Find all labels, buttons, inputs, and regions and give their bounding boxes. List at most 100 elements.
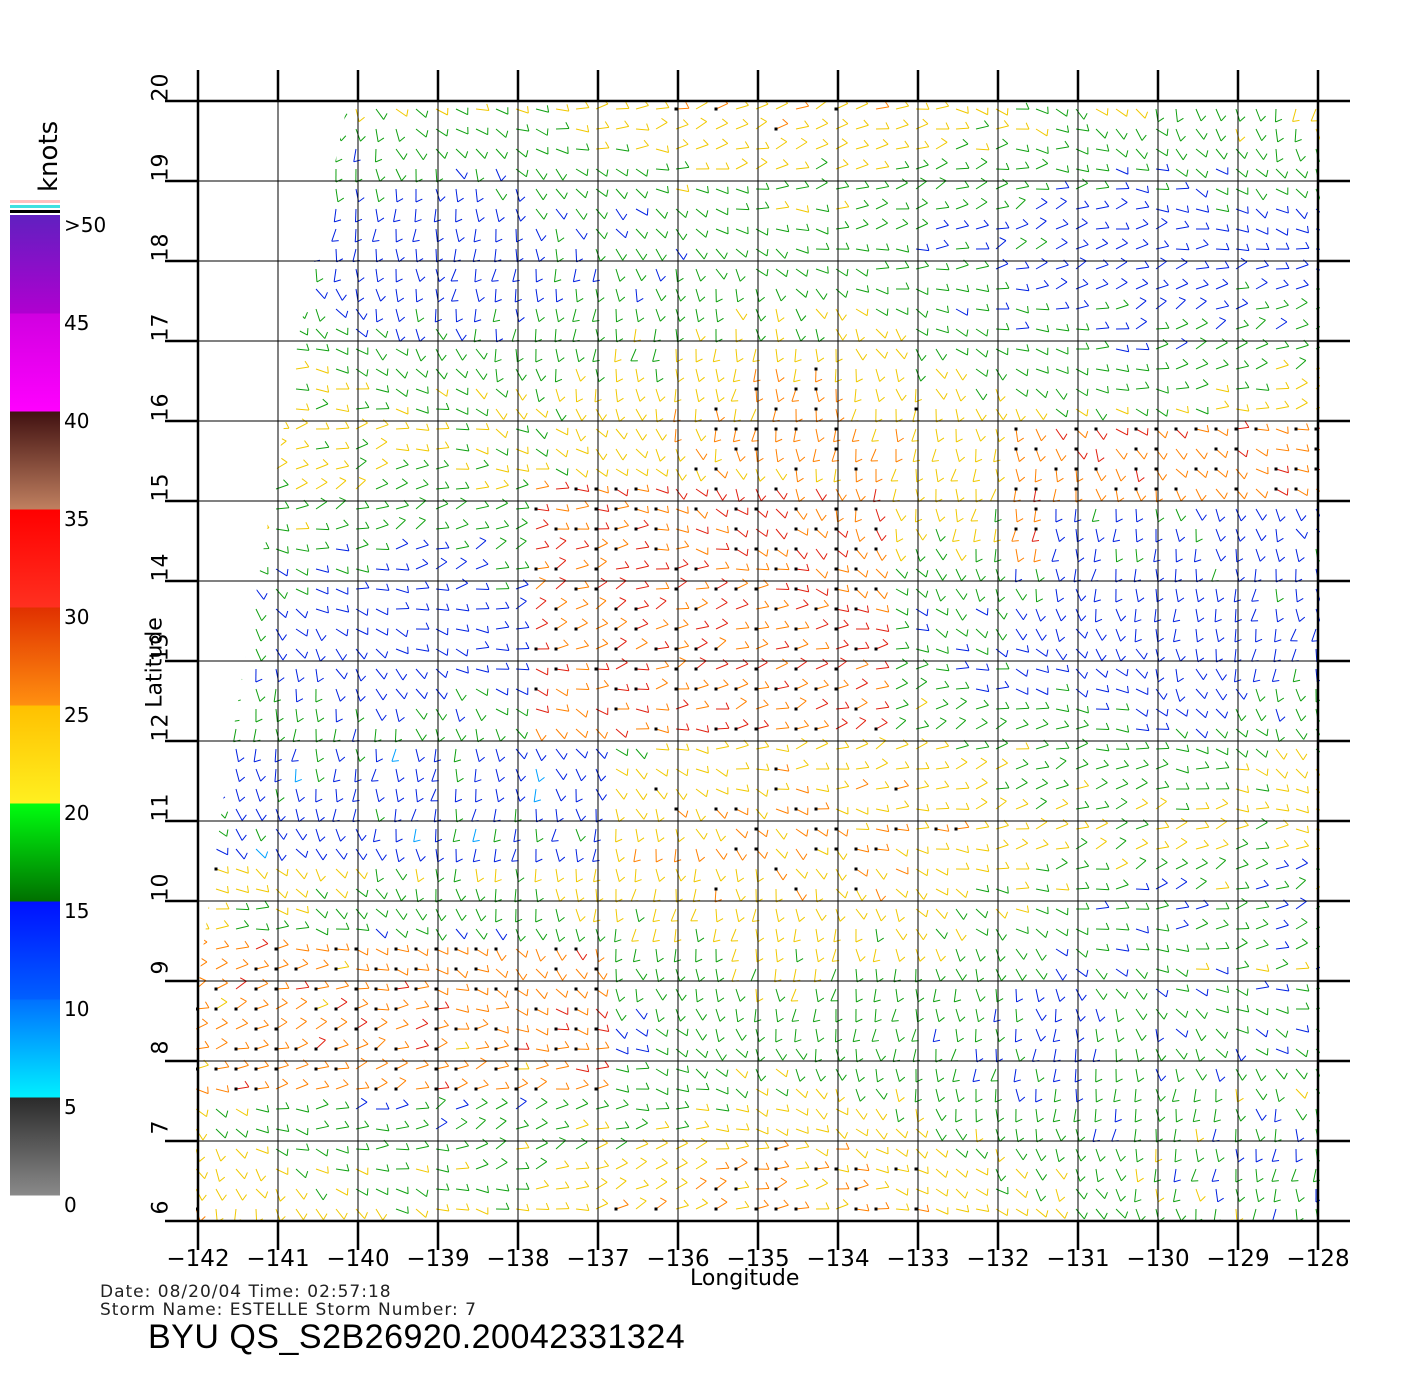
wind-barb xyxy=(355,848,364,861)
wind-barb xyxy=(1175,488,1182,502)
wind-barb-flag xyxy=(534,799,542,803)
wind-barb-flag xyxy=(1146,185,1149,193)
wind-barb-flag xyxy=(380,295,386,302)
wind-barb-flag xyxy=(525,169,529,177)
wind-barb-flag xyxy=(685,210,689,218)
wind-barb xyxy=(291,748,297,762)
wind-barb-flag xyxy=(362,853,368,861)
wind-barb-flag xyxy=(316,738,323,743)
wind-barb xyxy=(395,668,404,681)
wind-barb-flag xyxy=(566,504,570,512)
wind-barb-flag xyxy=(1197,637,1204,643)
wind-barb-flag xyxy=(584,580,590,588)
wind-barb-flag xyxy=(1027,306,1029,314)
wind-barb xyxy=(1215,468,1227,478)
wind-barb-flag xyxy=(200,795,207,802)
wind-barb xyxy=(1195,322,1208,330)
wind-barb-flag xyxy=(545,462,550,470)
wind-barb xyxy=(975,848,989,852)
wind-barb xyxy=(315,648,321,662)
wind-barb xyxy=(595,748,606,759)
wind-barb-flag xyxy=(1205,942,1210,950)
wind-barb xyxy=(1295,608,1300,622)
wind-barb xyxy=(415,688,425,700)
wind-barb xyxy=(795,764,809,770)
wind-barb-flag xyxy=(464,151,469,159)
wind-barb-flag xyxy=(585,662,590,670)
wind-barb xyxy=(795,725,809,730)
wind-barb xyxy=(215,808,226,819)
wind-barb-flag xyxy=(1307,786,1309,794)
wind-barb-flag xyxy=(1093,559,1101,563)
wind-barb xyxy=(1135,688,1148,696)
wind-barb-flag xyxy=(259,696,266,702)
wind-barb-flag xyxy=(1203,133,1208,140)
wind-barb xyxy=(1095,748,1109,752)
wind-barb xyxy=(1112,528,1117,542)
wind-barb-flag xyxy=(679,316,686,322)
wind-barb-flag xyxy=(500,175,507,182)
wind-barb xyxy=(335,948,349,951)
wind-barb-flag xyxy=(520,935,526,942)
wind-barb-flag xyxy=(504,620,510,628)
wind-barb xyxy=(275,648,284,661)
wind-barb-flag xyxy=(942,699,949,705)
wind-barb xyxy=(935,244,949,250)
wind-barb-flag xyxy=(604,751,608,759)
wind-barb-flag xyxy=(1141,778,1148,784)
wind-barb xyxy=(495,948,503,961)
wind-barb-flag xyxy=(678,836,685,843)
wind-barb-flag xyxy=(1041,954,1047,961)
wind-barb-flag xyxy=(319,836,326,842)
wind-barb xyxy=(274,128,277,142)
wind-barb-flag xyxy=(1327,464,1329,471)
wind-barb-flag xyxy=(742,599,749,605)
wind-barb xyxy=(875,608,889,613)
wind-barb-flag xyxy=(602,638,609,645)
wind-barb-flag xyxy=(526,464,530,472)
wind-barb-flag xyxy=(1306,423,1310,431)
wind-barb-flag xyxy=(505,582,510,589)
wind-barb xyxy=(495,928,504,941)
wind-barb xyxy=(1214,608,1217,623)
wind-barb xyxy=(415,948,428,957)
wind-barb xyxy=(775,727,789,730)
wind-barb-flag xyxy=(944,780,950,787)
wind-barb-flag xyxy=(1166,163,1170,171)
wind-barb xyxy=(795,328,802,342)
wind-barb xyxy=(335,188,339,202)
wind-barb-flag xyxy=(326,944,330,952)
wind-barb-flag xyxy=(707,765,709,773)
wind-barb xyxy=(815,308,826,320)
wind-barb-flag xyxy=(943,239,949,246)
wind-barb xyxy=(475,668,489,673)
wind-barb xyxy=(635,208,648,216)
wind-barb-flag xyxy=(802,894,807,901)
wind-barb-flag xyxy=(999,237,1007,242)
wind-barb xyxy=(955,745,969,750)
wind-barb xyxy=(775,928,779,942)
wind-barb xyxy=(835,328,844,341)
wind-barb-flag xyxy=(266,324,270,332)
wind-barb-flag xyxy=(296,258,304,263)
wind-barb xyxy=(975,148,990,151)
wind-barb-flag xyxy=(1260,115,1266,122)
wind-barb-flag xyxy=(383,672,388,680)
wind-barb xyxy=(554,328,557,342)
wind-barb xyxy=(1275,321,1288,330)
wind-barb-flag xyxy=(865,622,870,630)
wind-barb xyxy=(775,662,788,670)
wind-barb-flag xyxy=(884,180,890,187)
wind-barb xyxy=(835,488,843,501)
wind-barb-flag xyxy=(360,675,367,682)
wind-barb xyxy=(955,720,967,730)
wind-barb xyxy=(1055,568,1060,582)
wind-barb xyxy=(1215,148,1225,160)
wind-barb-flag xyxy=(282,653,288,661)
wind-barb-flag xyxy=(1145,902,1150,910)
wind-barb-flag xyxy=(957,517,964,523)
wind-barb xyxy=(1195,923,1208,930)
wind-barb-flag xyxy=(199,116,206,122)
wind-barb-flag xyxy=(1226,384,1230,392)
wind-barb-flag xyxy=(343,852,348,860)
